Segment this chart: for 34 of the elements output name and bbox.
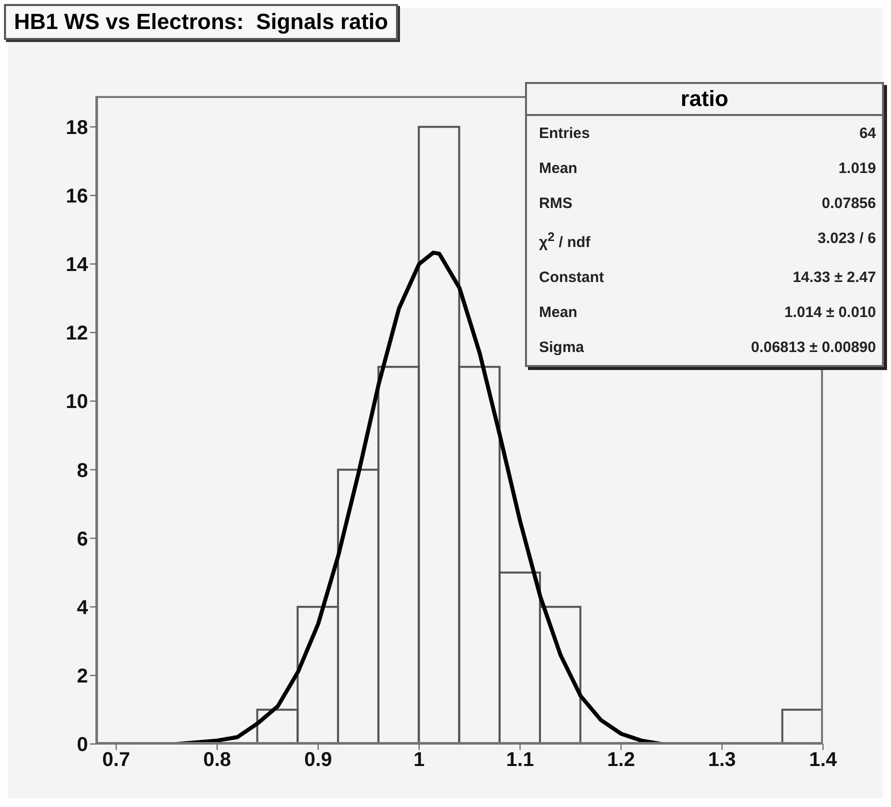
x-tick-label: 1.2 (607, 749, 635, 772)
annotation: Entries (539, 125, 590, 142)
annotation: χ$^{2}$ / ndf (539, 230, 590, 251)
x-tick-label: 1.4 (809, 749, 838, 772)
annotation: 0.07856 (822, 195, 876, 212)
annotation: RMS (539, 195, 572, 212)
y-tick-label: 14 (66, 254, 89, 276)
x-tick-label: 0.8 (203, 749, 232, 772)
y-tick-label: 2 (76, 666, 88, 688)
x-tick-label: 1.1 (506, 749, 534, 772)
text: 64 (859, 125, 876, 142)
text: 1.019 (838, 160, 876, 177)
annotation: 1.014 ± 0.010 (784, 304, 876, 321)
annotation: Mean (539, 160, 578, 177)
y-tick-label: 18 (66, 116, 88, 139)
y-tick-label: 4 (76, 596, 89, 619)
y-tick-label: 16 (66, 186, 88, 208)
annotation: ratio (527, 84, 882, 116)
annotation: Sigma (539, 339, 584, 356)
annotation: Mean (539, 304, 578, 321)
y-tick-label: 6 (76, 528, 88, 550)
x-tick-label: 0.9 (304, 749, 332, 772)
y-tick-label: 10 (66, 391, 88, 414)
annotation: Constant (539, 269, 604, 286)
y-tick-label: 0 (76, 734, 88, 756)
x-tick-label: 0.7 (102, 749, 130, 772)
x-tick-label: 1 (414, 749, 425, 772)
annotation: 3.023 / 6 (818, 230, 876, 249)
annotation: 0.06813 ± 0.00890 (750, 339, 876, 356)
x-tick-label: 1.3 (708, 749, 736, 772)
annotation: 14.33 ± 2.47 (792, 269, 876, 286)
y-tick-label: 8 (76, 460, 88, 482)
chart-title: HB1 WS vs Electrons: Signals ratio (4, 4, 398, 40)
y-tick-label: 12 (66, 322, 88, 345)
